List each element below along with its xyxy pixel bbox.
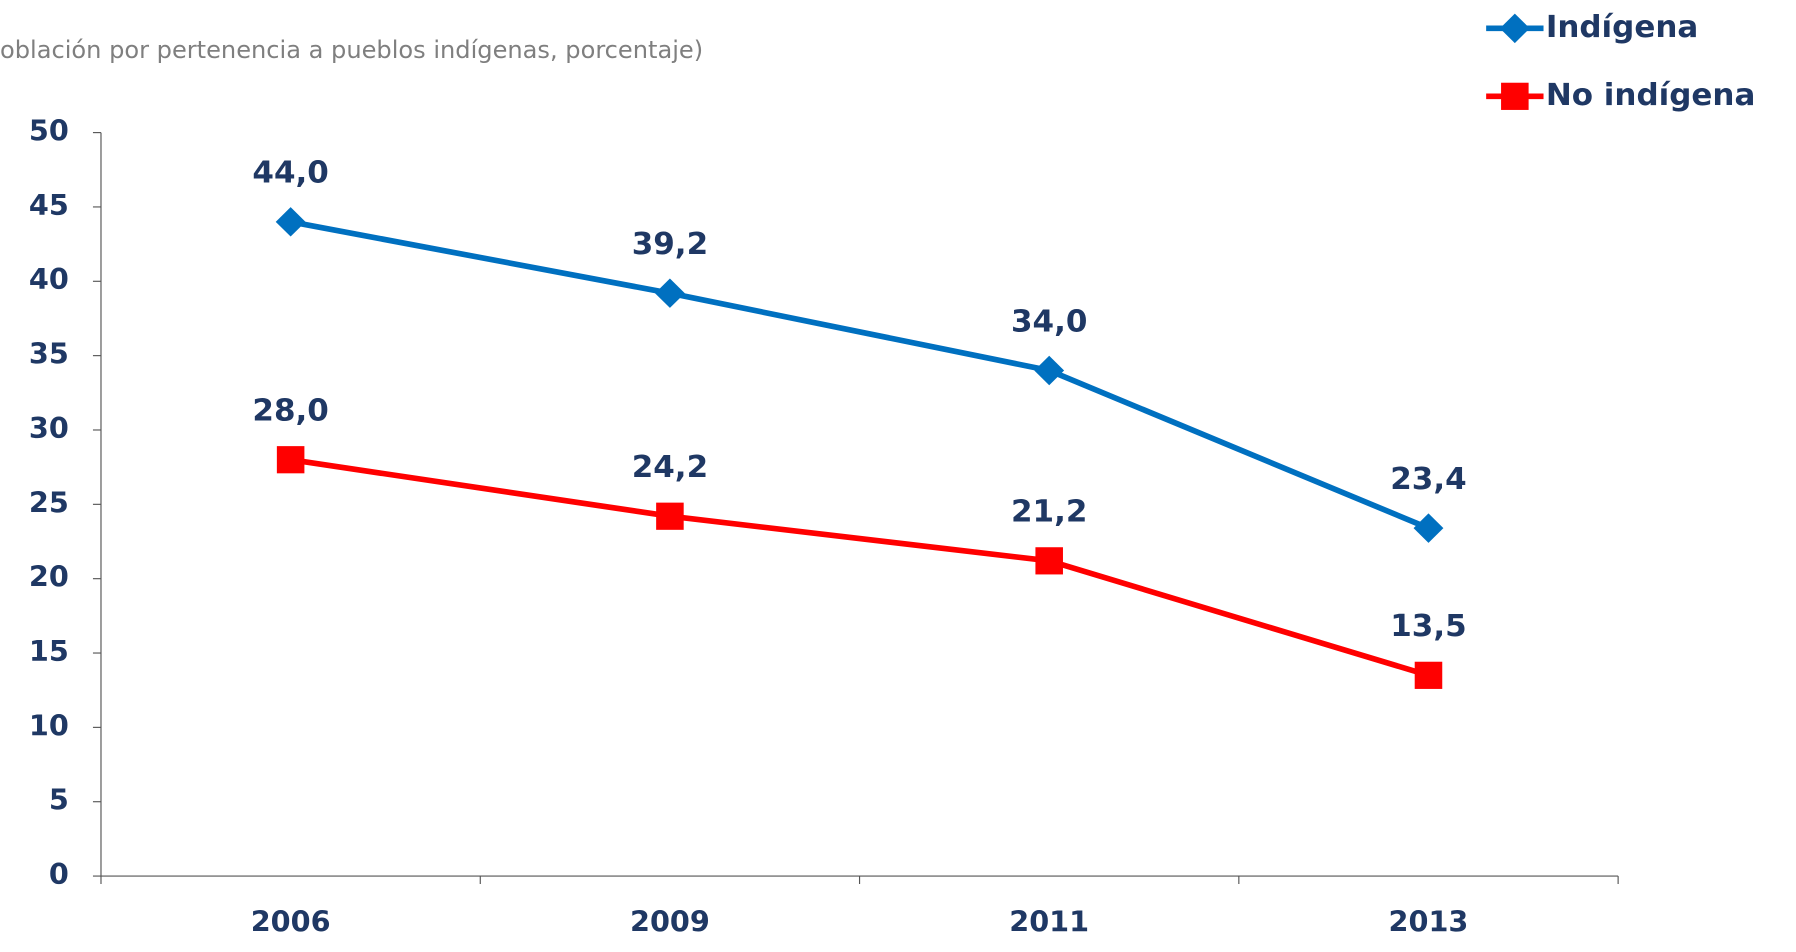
data-label: 13,5 xyxy=(1390,608,1466,644)
data-label: 28,0 xyxy=(252,393,328,429)
data-label: 21,2 xyxy=(1011,494,1087,530)
marker xyxy=(1035,547,1063,575)
y-tick-label: 45 xyxy=(29,189,69,222)
y-tick-label: 25 xyxy=(29,486,69,519)
marker xyxy=(1414,661,1443,689)
y-tick-label: 0 xyxy=(49,858,69,891)
y-tick-label: 40 xyxy=(29,263,69,296)
marker xyxy=(276,446,305,474)
y-tick-label: 20 xyxy=(29,561,69,594)
marker xyxy=(654,278,685,308)
y-tick-label: 15 xyxy=(29,635,69,668)
data-label: 39,2 xyxy=(632,226,708,262)
series-line xyxy=(290,219,1430,531)
marker xyxy=(1413,513,1444,543)
data-label: 44,0 xyxy=(252,155,328,191)
chart-subtitle: oblación por pertenencia a pueblos indíg… xyxy=(0,36,703,64)
marker xyxy=(1034,355,1065,386)
y-tick-label: 30 xyxy=(29,412,69,445)
data-label: 34,0 xyxy=(1011,304,1087,340)
legend-label: Indígena xyxy=(1546,9,1698,45)
x-tick-label: 2011 xyxy=(1009,906,1089,939)
y-tick-label: 35 xyxy=(29,338,69,371)
y-tick-label: 5 xyxy=(49,784,69,817)
marker xyxy=(1501,82,1529,110)
marker xyxy=(656,502,684,530)
y-tick-label: 50 xyxy=(29,115,69,148)
data-label: 23,4 xyxy=(1390,461,1466,497)
y-tick-label: 10 xyxy=(29,709,69,742)
x-tick-label: 2006 xyxy=(251,906,331,939)
legend-label: No indígena xyxy=(1546,77,1756,113)
marker xyxy=(1499,13,1530,44)
data-label: 24,2 xyxy=(632,449,708,485)
x-tick-label: 2009 xyxy=(630,906,710,939)
x-tick-label: 2013 xyxy=(1389,906,1469,939)
series-line xyxy=(290,456,1430,679)
marker xyxy=(275,207,306,237)
